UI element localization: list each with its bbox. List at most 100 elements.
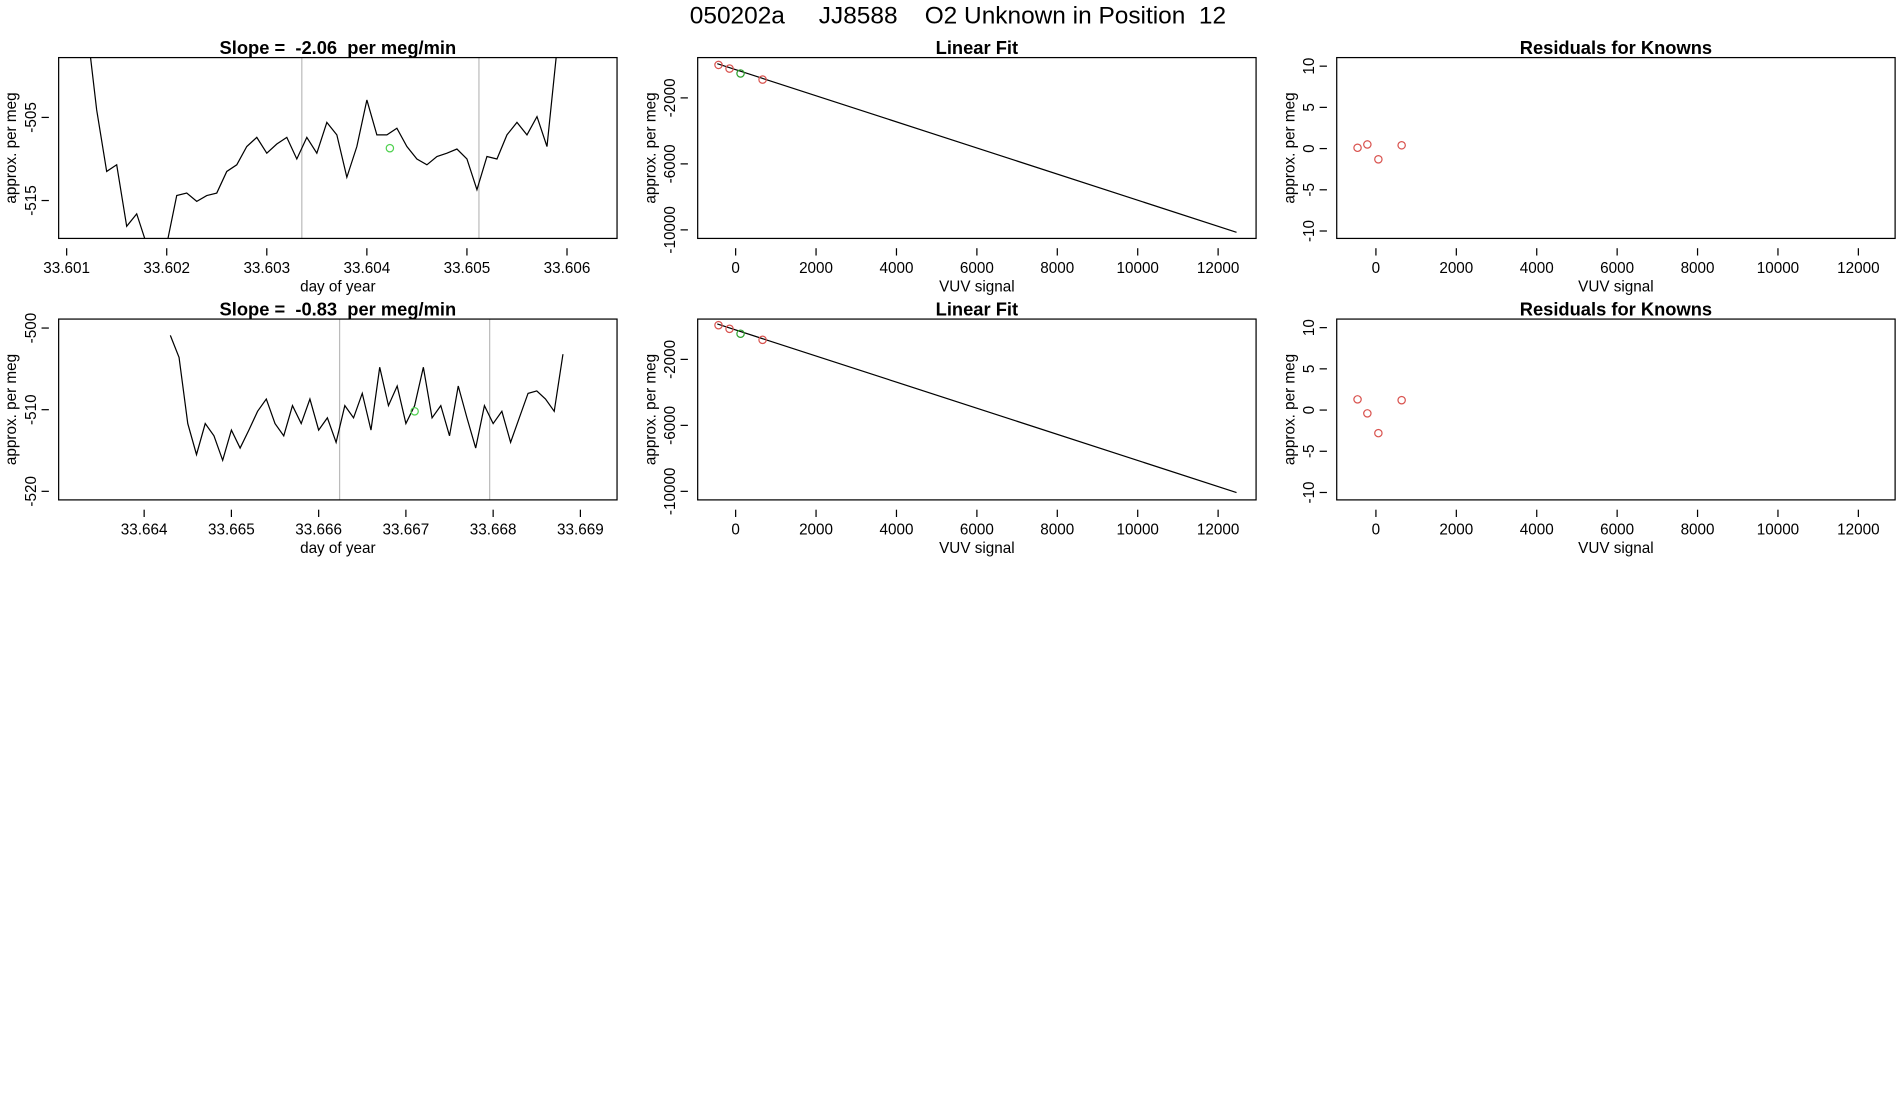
x-tick-label: 33.602 [143,260,190,277]
y-tick-label: -2000 [662,78,679,117]
y-tick-label: -5 [1301,444,1318,458]
data-point [714,60,723,70]
plot-frame [697,56,1257,240]
y-tick-label: 5 [1301,103,1318,111]
x-tick-label: 12000 [1837,521,1879,538]
x-tick-label: 4000 [1520,260,1554,277]
data-point [1363,140,1372,149]
y-axis-label: approx. per meg [642,354,659,465]
data-point [385,143,395,153]
x-tick-label: 6000 [1600,521,1634,538]
x-tick-label: 4000 [1520,521,1554,538]
data-line [89,57,557,239]
panel: Residuals for Knowns VUV signal approx. pe… [1281,298,1896,557]
x-tick-label: 10000 [1116,260,1158,277]
x-axis-label: VUV signal [1578,540,1654,557]
x-tick-label: 0 [1372,260,1380,277]
data-point [1374,428,1383,438]
y-tick-label: -515 [23,185,40,216]
plot-area [89,57,557,239]
panel: Linear Fit VUV signal approx. per meg 0 2000… [642,298,1257,557]
x-tick-label: 33.605 [444,260,491,277]
x-tick-label: 6000 [960,260,994,277]
x-tick-label: 0 [731,521,740,538]
x-tick-label: 2000 [799,521,833,538]
plot-frame [58,318,618,501]
x-tick-label: 12000 [1837,260,1879,277]
panel: Residuals for Knowns VUV signal approx. pe… [1281,37,1896,295]
y-tick-label: 0 [1301,406,1318,415]
panel-title: Residuals for Knowns [1520,37,1712,58]
x-tick-label: 2000 [1439,260,1473,277]
x-tick-label: 33.601 [43,260,90,277]
x-tick-label: 8000 [1040,260,1074,277]
x-tick-label: 12000 [1197,521,1239,538]
data-line [169,335,564,463]
panel-title: Linear Fit [936,298,1018,319]
data-point [736,329,745,338]
data-point [758,335,767,345]
x-axis-label: VUV signal [939,540,1015,557]
x-tick-label: 2000 [1439,521,1473,538]
panel-title: Linear Fit [936,37,1018,58]
x-tick-label: 33.666 [295,521,342,538]
panel-title: Slope = -0.83 per meg/min [220,298,457,319]
data-point [1353,143,1362,153]
x-tick-label: 33.603 [243,260,290,277]
x-tick-label: 10000 [1116,521,1158,538]
y-axis-label: approx. per meg [1281,92,1298,203]
y-tick-label: -520 [23,476,40,507]
y-tick-label: -10 [1301,481,1318,503]
panel-title: Slope = -2.06 per meg/min [220,37,457,58]
y-tick-label: -2000 [662,340,679,379]
x-tick-label: 33.668 [470,521,517,538]
x-tick-label: 33.604 [344,260,391,277]
panel: Slope = -0.83 per meg/min day of year appr… [3,298,618,557]
plot-area [714,60,1237,233]
x-tick-label: 10000 [1757,260,1799,277]
main-title: 050202a JJ8588 O2 Unknown in Position 12 [690,3,1226,30]
x-tick-label: 8000 [1040,521,1074,538]
y-tick-label: 5 [1301,365,1318,374]
plot-frame [1336,56,1896,240]
x-tick-label: 2000 [799,260,833,277]
data-point [1397,395,1406,405]
x-axis-label: day of year [300,540,376,557]
data-point [725,64,734,73]
plot-frame [1336,318,1896,501]
data-line [717,63,1237,233]
data-line [717,323,1237,494]
x-tick-label: 8000 [1681,260,1715,277]
y-tick-label: 10 [1301,58,1318,75]
data-point [1363,409,1372,418]
data-point [1374,155,1383,164]
data-point [410,407,419,416]
x-tick-label: 4000 [879,521,913,538]
x-tick-label: 33.669 [557,521,604,538]
data-point [736,69,745,78]
x-tick-label: 33.665 [208,521,255,538]
x-tick-label: 12000 [1197,260,1239,277]
y-tick-label: -5 [1301,183,1318,197]
data-point [714,320,723,330]
panel-title: Residuals for Knowns [1520,298,1712,319]
y-axis-label: approx. per meg [3,92,20,203]
plot-frame [58,56,618,240]
x-tick-label: 10000 [1757,521,1799,538]
y-axis-label: approx. per meg [3,354,20,465]
x-axis-label: VUV signal [1578,278,1654,295]
data-point [725,324,734,334]
x-tick-label: 33.667 [383,521,430,538]
data-point [1397,141,1406,150]
plot-area [714,320,1237,494]
panel: Linear Fit VUV signal approx. per meg 0 2000… [642,37,1257,295]
y-tick-label: -10000 [662,468,679,516]
x-axis-label: VUV signal [939,278,1015,295]
panel: Slope = -2.06 per meg/min day of year appr… [3,37,618,295]
x-tick-label: 6000 [1600,260,1634,277]
plot-area [1353,395,1406,438]
x-tick-label: 0 [731,260,740,277]
y-tick-label: -10 [1301,220,1318,242]
data-point [758,75,767,84]
